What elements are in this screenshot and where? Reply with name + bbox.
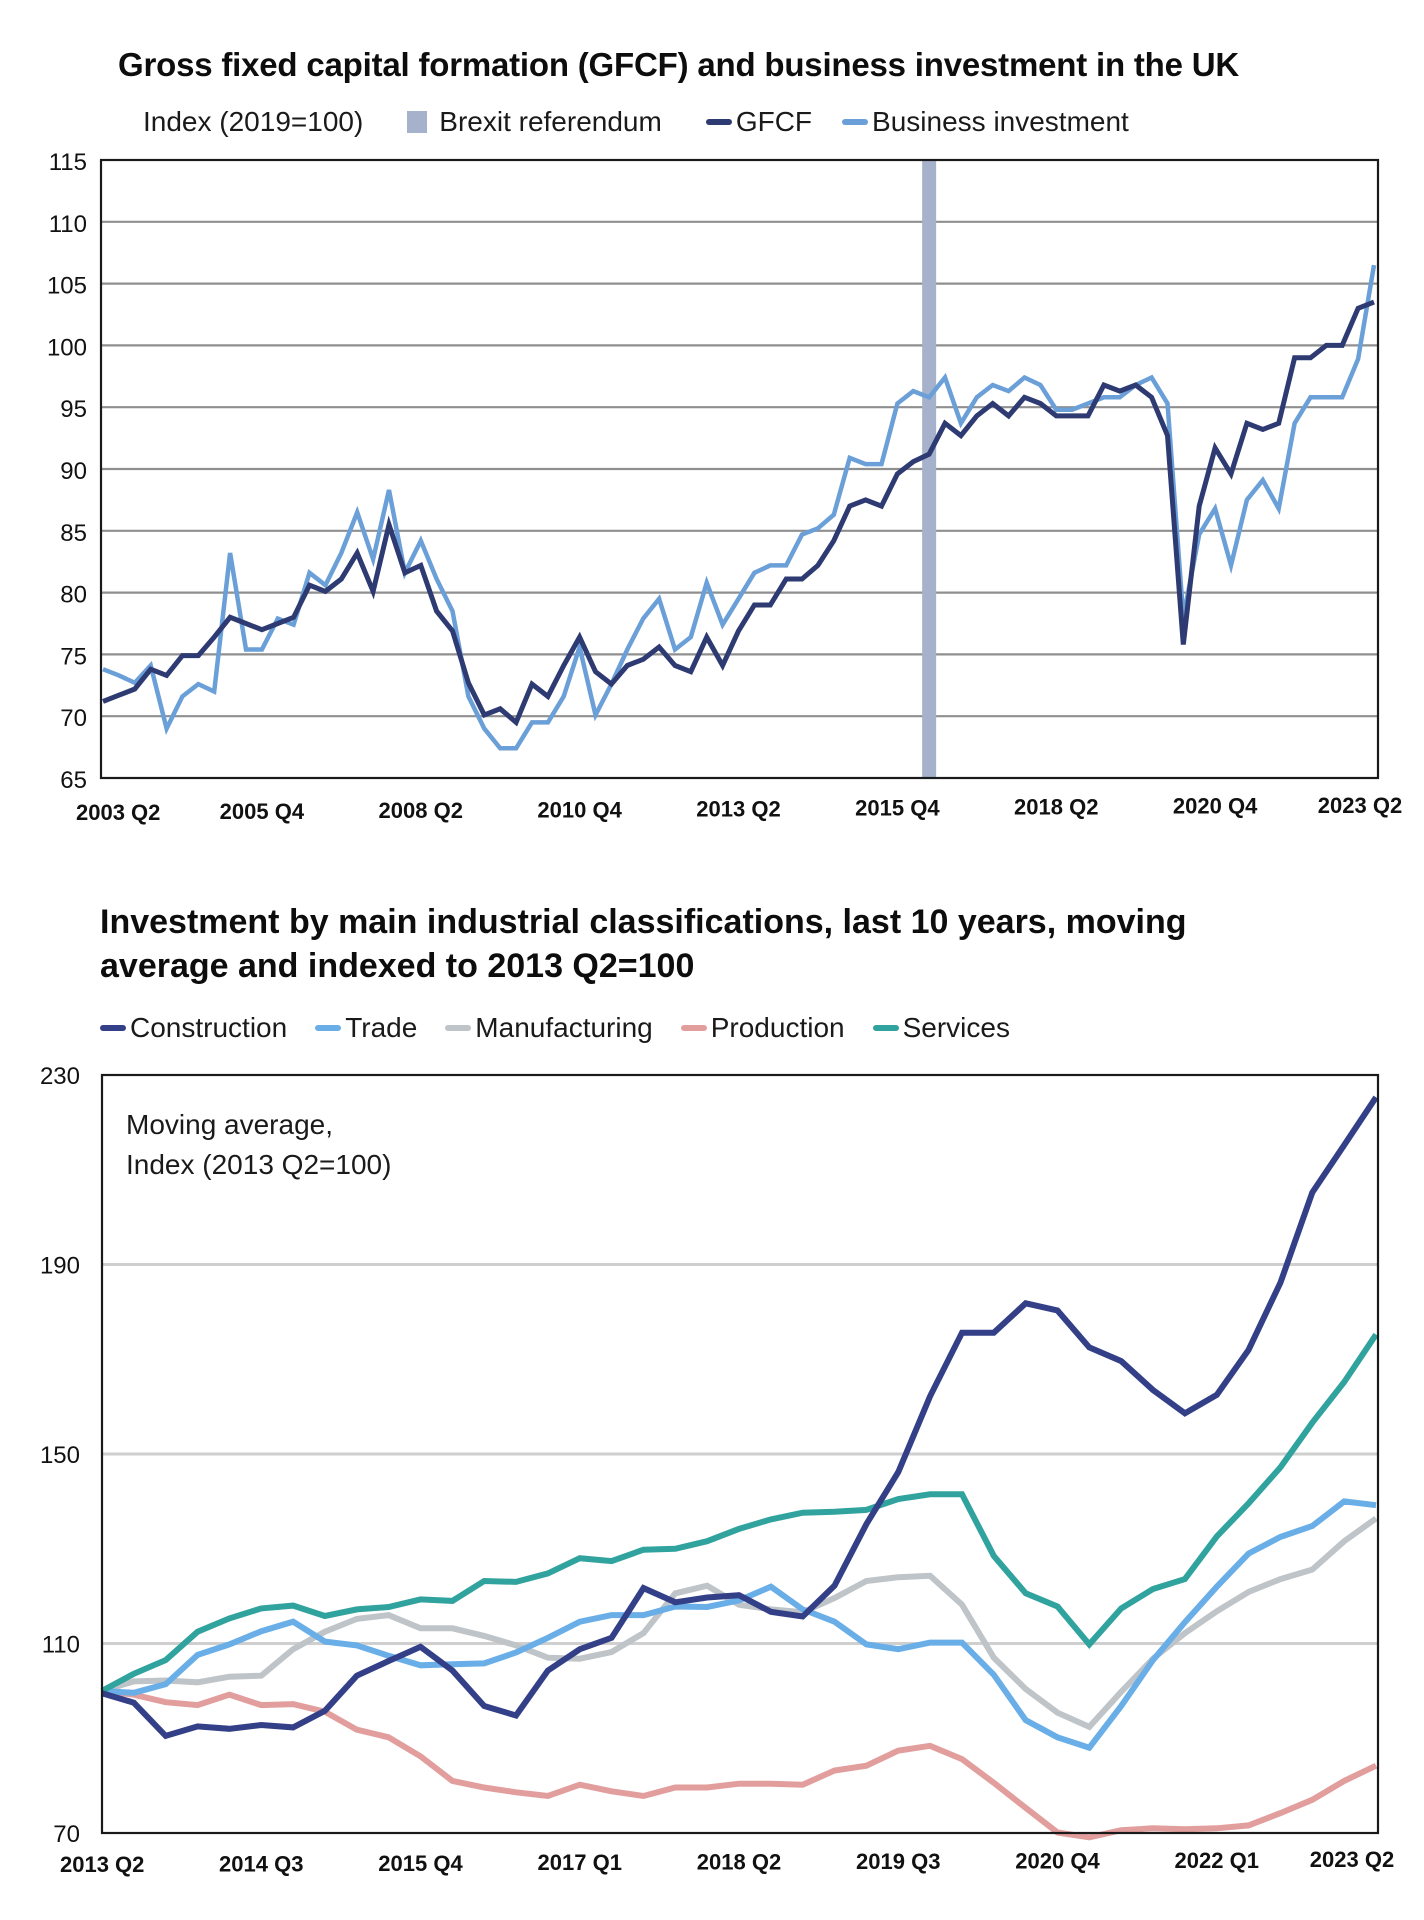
- services-line-swatch-icon: [872, 1025, 899, 1031]
- legend-item-construction: Construction: [100, 1012, 287, 1044]
- legend-label-trade: Trade: [345, 1012, 418, 1043]
- x-tick-label: 2008 Q2: [379, 798, 463, 823]
- chart2-annotation-line2: Index (2013 Q2=100): [126, 1149, 392, 1180]
- x-tick-label: 2003 Q2: [76, 800, 160, 825]
- legend-item-business-investment: Business investment: [842, 106, 1129, 138]
- business-investment-line-swatch-icon: [842, 119, 869, 125]
- chart1-unit-label: Index (2019=100): [143, 106, 364, 137]
- series-line-production: [101, 1687, 1378, 1841]
- legend-item-gfcf: GFCF: [705, 106, 813, 138]
- x-tick-label: 2013 Q2: [696, 796, 780, 821]
- series-line-business-investment: [102, 264, 1377, 751]
- chart2-legend: Construction Trade Manufacturing Production…: [100, 1012, 1038, 1044]
- y-tick-label: 70: [60, 705, 87, 732]
- legend-item-manufacturing: Manufacturing: [445, 1012, 653, 1044]
- x-tick-label: 2015 Q4: [855, 796, 940, 821]
- y-tick-label: 115: [49, 149, 87, 176]
- plot-frame: [100, 1073, 1380, 1835]
- x-tick-label: 2020 Q4: [1173, 794, 1258, 819]
- chart2-title: Investment by main industrial classifica…: [100, 903, 1187, 985]
- legend-label-production: Production: [710, 1012, 845, 1043]
- legend-label-construction: Construction: [130, 1012, 288, 1043]
- chart1-legend: Index (2019=100) Brexit referendum GFCF …: [143, 106, 1173, 138]
- y-tick-label: 80: [60, 582, 87, 609]
- legend-label-services: Services: [902, 1012, 1010, 1043]
- x-tick-label: 2023 Q2: [1310, 1847, 1394, 1872]
- x-tick-label: 2014 Q3: [219, 1851, 303, 1876]
- series-line-construction: [101, 1095, 1379, 1740]
- x-tick-label: 2018 Q2: [1014, 795, 1098, 820]
- series-line-gfcf: [102, 299, 1375, 727]
- x-tick-label: 2013 Q2: [60, 1852, 144, 1877]
- y-tick-label: 110: [42, 1632, 80, 1659]
- x-tick-label: 2020 Q4: [1015, 1848, 1100, 1873]
- y-tick-label: 70: [53, 1821, 80, 1848]
- x-tick-label: 2019 Q3: [856, 1849, 940, 1874]
- y-tick-label: 110: [49, 211, 87, 238]
- brexit-referendum-band: [922, 160, 937, 778]
- chart1-title: Gross fixed capital formation (GFCF) and…: [118, 46, 1240, 83]
- y-tick-label: 85: [60, 520, 87, 547]
- y-tick-label: 190: [40, 1253, 80, 1280]
- y-tick-label: 100: [47, 334, 87, 361]
- y-tick-label: 75: [60, 643, 87, 670]
- construction-line-swatch-icon: [100, 1025, 126, 1031]
- legend-label-business-investment: Business investment: [872, 106, 1129, 137]
- series-line-manufacturing: [101, 1515, 1378, 1731]
- trade-line-swatch-icon: [315, 1025, 342, 1031]
- brexit-swatch-icon: [407, 111, 428, 133]
- legend-item-trade: Trade: [315, 1012, 417, 1044]
- legend-item-services: Services: [872, 1012, 1010, 1044]
- gfcf-line-swatch-icon: [705, 119, 732, 125]
- y-tick-label: 95: [60, 396, 87, 423]
- x-tick-label: 2018 Q2: [697, 1850, 781, 1875]
- manufacturing-line-swatch-icon: [445, 1025, 472, 1031]
- legend-item-production: Production: [680, 1012, 845, 1044]
- chart1-plot: 65 70 75 80 85 90 95 100 105 110 115 2003 Q2 2005 Q4…: [47, 149, 1402, 825]
- x-tick-label: 2015 Q4: [378, 1851, 463, 1876]
- legend-label-manufacturing: Manufacturing: [475, 1012, 653, 1043]
- legend-label-gfcf: GFCF: [735, 106, 813, 137]
- x-tick-label: 2017 Q1: [538, 1850, 622, 1875]
- chart2-annotation: Moving average, Index (2013 Q2=100): [126, 1105, 391, 1185]
- plot-frame: [99, 158, 1380, 780]
- y-tick-label: 105: [47, 273, 87, 300]
- y-tick-label: 65: [60, 767, 87, 794]
- production-line-swatch-icon: [680, 1025, 707, 1031]
- x-tick-label: 2010 Q4: [537, 797, 622, 822]
- x-tick-label: 2023 Q2: [1318, 793, 1402, 818]
- legend-item-brexit: Brexit referendum: [407, 106, 662, 138]
- y-tick-label: 230: [40, 1063, 80, 1090]
- series-line-trade: [101, 1498, 1377, 1752]
- legend-label-brexit: Brexit referendum: [439, 106, 662, 137]
- x-tick-label: 2022 Q1: [1175, 1848, 1259, 1873]
- y-tick-label: 90: [60, 458, 87, 485]
- chart2-annotation-line1: Moving average,: [126, 1109, 334, 1140]
- x-tick-label: 2005 Q4: [220, 799, 305, 824]
- series-line-services: [100, 1332, 1379, 1694]
- y-tick-label: 150: [40, 1442, 80, 1469]
